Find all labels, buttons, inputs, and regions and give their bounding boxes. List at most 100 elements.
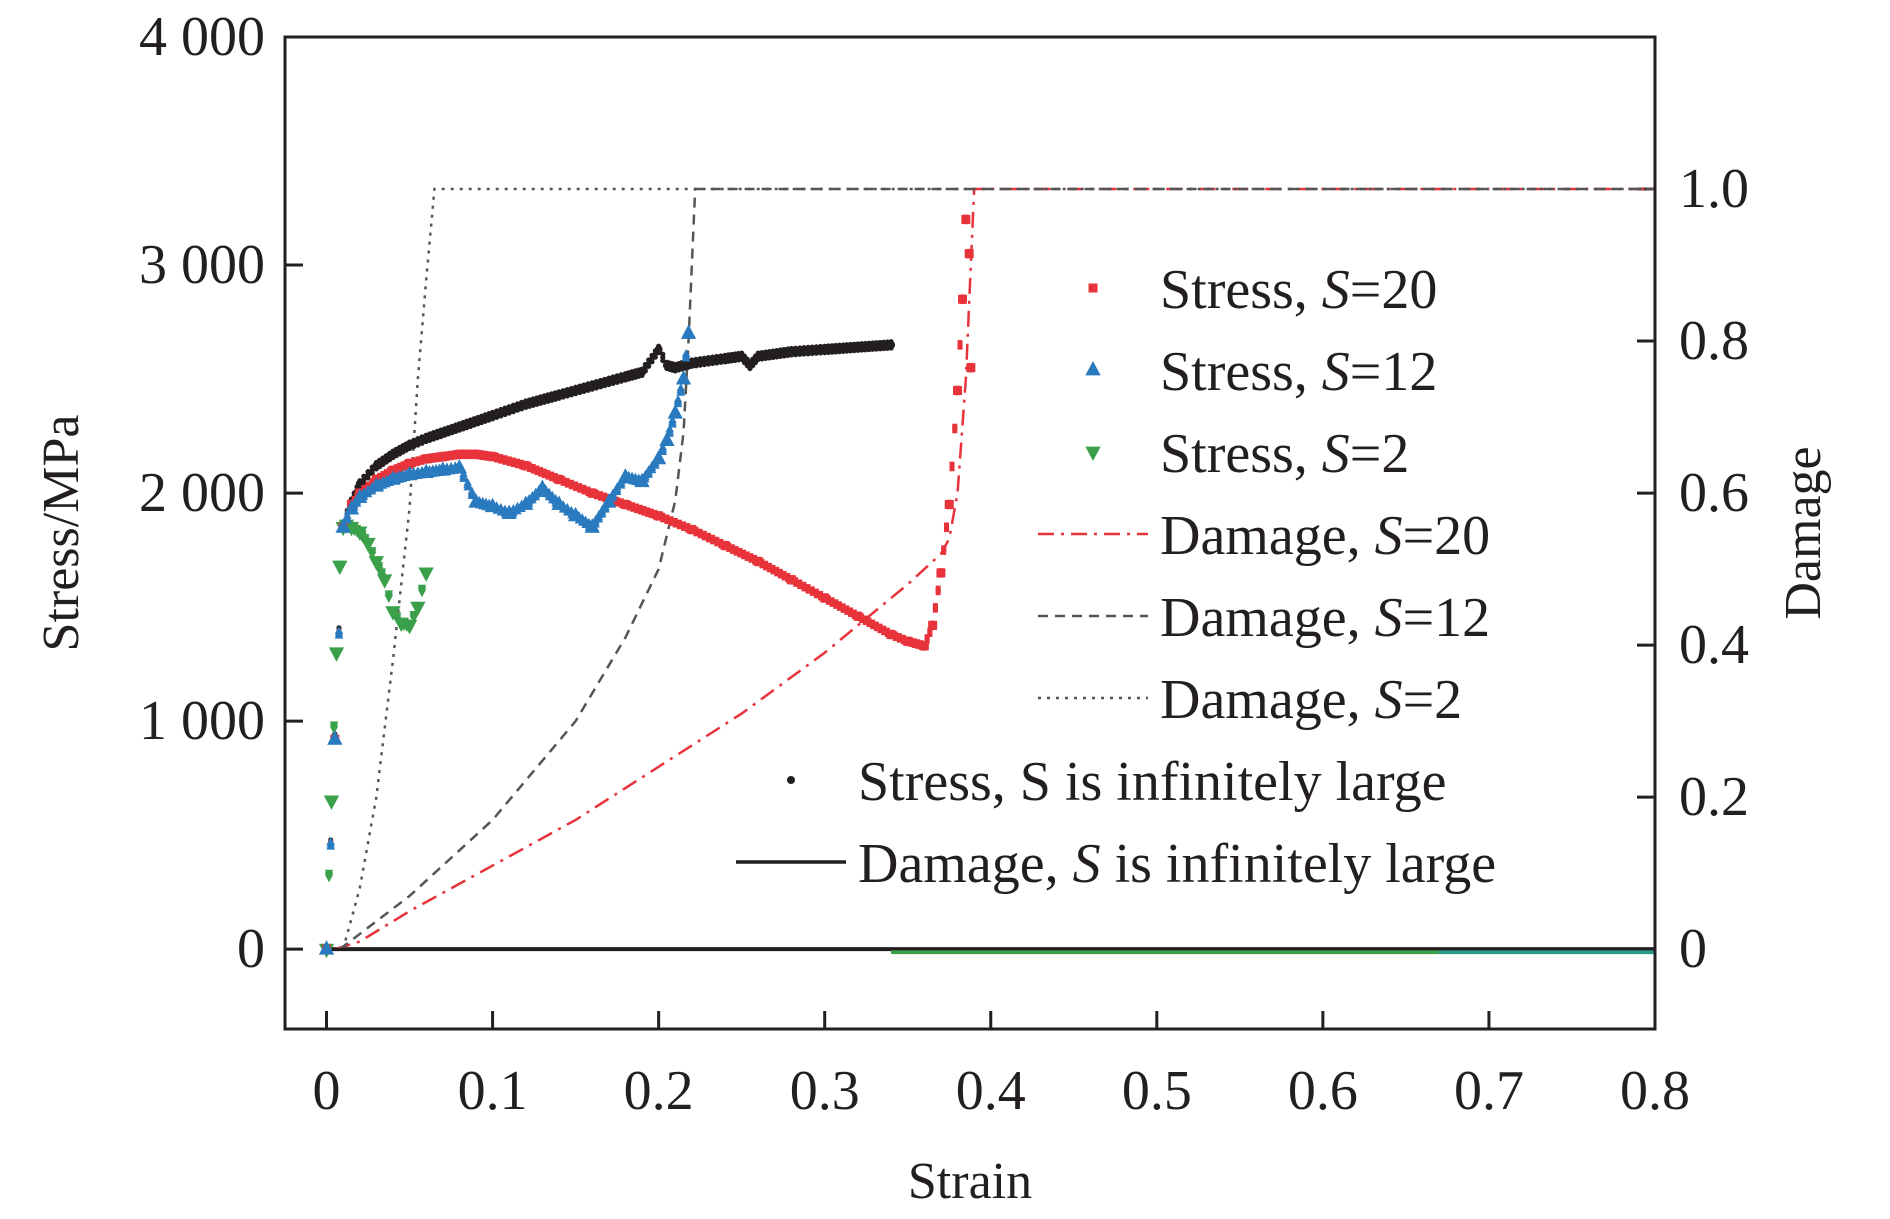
stress-band-point xyxy=(361,473,367,479)
stress-band-point xyxy=(710,534,716,540)
stress-data-point xyxy=(886,629,896,639)
legend-label-s: S xyxy=(1375,505,1403,567)
stress-band-point xyxy=(927,627,933,633)
stress-data-point xyxy=(405,458,415,468)
stress-band-point xyxy=(774,566,780,572)
stress-data-point xyxy=(435,461,451,476)
stress-band-point xyxy=(502,405,508,411)
stress-data-point xyxy=(853,611,863,621)
stress-band-point xyxy=(334,626,344,635)
legend-item: Stress, S is infinitely large xyxy=(787,751,1447,813)
stress-band-point xyxy=(770,564,776,570)
stress-data-point xyxy=(654,345,663,354)
stress-band-point xyxy=(935,585,941,591)
stress-band-point xyxy=(952,423,958,429)
stress-data-point xyxy=(720,541,730,551)
stress-band-point xyxy=(361,484,367,490)
stress-data-point xyxy=(620,499,630,509)
stress-data-point xyxy=(588,381,597,390)
legend-item: Stress, S=12 xyxy=(1085,341,1437,403)
stress-data-point xyxy=(667,404,683,419)
x-tick-label: 0.7 xyxy=(1454,1060,1524,1122)
stress-data-point xyxy=(654,511,664,521)
stress-band-point xyxy=(932,603,938,609)
stress-band-point xyxy=(877,623,883,629)
stress-band-point xyxy=(633,503,639,509)
stress-data-point xyxy=(360,537,376,553)
stress-band-point xyxy=(818,590,824,596)
stress-band-point xyxy=(593,378,599,385)
stress-band-point xyxy=(665,424,674,433)
legend-label: Damage, S=12 xyxy=(1160,587,1490,649)
series-stress-s-12 xyxy=(318,324,697,955)
stress-data-point xyxy=(388,465,398,475)
y-tick-label: 3 000 xyxy=(139,234,265,296)
stress-band-point xyxy=(813,588,819,594)
stress-data-point xyxy=(753,557,763,567)
stress-band-point xyxy=(809,586,815,592)
stress-band-point xyxy=(660,351,666,357)
stress-band-point xyxy=(564,386,570,393)
stress-band-point xyxy=(343,510,352,519)
stress-band-point xyxy=(701,530,707,536)
stress-band-point xyxy=(781,570,787,576)
stress-band-point xyxy=(705,532,711,538)
legend-label-suffix: =12 xyxy=(1350,341,1438,403)
legend-label: Stress, S=2 xyxy=(1160,423,1409,485)
stress-band-point xyxy=(809,344,815,350)
stress-band-point xyxy=(847,341,854,348)
stress-data-point xyxy=(903,636,913,646)
stress-band-point xyxy=(502,455,508,461)
stress-band-point xyxy=(480,450,486,456)
stress-band-point xyxy=(564,478,570,484)
legend-label-s: S xyxy=(1375,669,1403,731)
stress-band-point xyxy=(614,496,620,502)
stress-data-point xyxy=(451,459,468,474)
stress-band-point xyxy=(598,491,604,497)
y-tick-label: 4 000 xyxy=(139,6,265,68)
stress-data-point xyxy=(966,363,976,373)
legend-label: Damage, S=20 xyxy=(1160,505,1490,567)
stress-band-point xyxy=(577,483,583,489)
legend-label-suffix: =20 xyxy=(1403,505,1491,567)
legend-label: Stress, S is infinitely large xyxy=(858,751,1447,813)
stress-data-point xyxy=(919,641,929,651)
stress-band-point xyxy=(560,388,566,394)
stress-data-point xyxy=(335,518,351,533)
stress-band-point xyxy=(729,544,735,550)
stress-band-point xyxy=(365,481,371,487)
stress-band-point xyxy=(514,458,520,464)
stress-band-point xyxy=(668,516,674,522)
stress-band-point xyxy=(710,354,716,360)
stress-data-point xyxy=(418,463,434,478)
stress-band-point xyxy=(602,376,608,382)
stress-band-point xyxy=(498,406,504,413)
stress-data-point xyxy=(438,452,448,462)
stress-band-point xyxy=(568,385,575,392)
stress-data-point xyxy=(488,452,498,462)
stress-data-point xyxy=(501,504,517,520)
stress-band-point xyxy=(483,450,489,456)
stress-band-point xyxy=(506,456,512,462)
stress-data-point xyxy=(401,465,418,481)
legend-label-s: S xyxy=(1375,587,1403,649)
stress-band-point xyxy=(840,342,846,348)
stress-band-point xyxy=(430,453,436,459)
legend-label-prefix: Damage, xyxy=(858,833,1073,895)
plot-frame xyxy=(283,35,1657,1031)
stress-data-point xyxy=(332,560,348,576)
stress-band-point xyxy=(417,584,427,593)
stress-band-point xyxy=(400,461,406,467)
stress-band-point xyxy=(676,519,682,525)
stress-band-point xyxy=(510,402,516,408)
stress-band-point xyxy=(870,340,876,346)
stress-band-point xyxy=(836,342,843,348)
stress-band-point xyxy=(805,584,811,590)
stress-data-point xyxy=(944,499,954,509)
stress-band-point xyxy=(380,470,386,476)
stress-band-point xyxy=(877,339,883,346)
stress-band-point xyxy=(676,383,686,392)
legend-label-prefix: Stress, xyxy=(1160,423,1322,485)
stress-band-point xyxy=(866,617,872,623)
stress-data-point xyxy=(352,526,368,541)
